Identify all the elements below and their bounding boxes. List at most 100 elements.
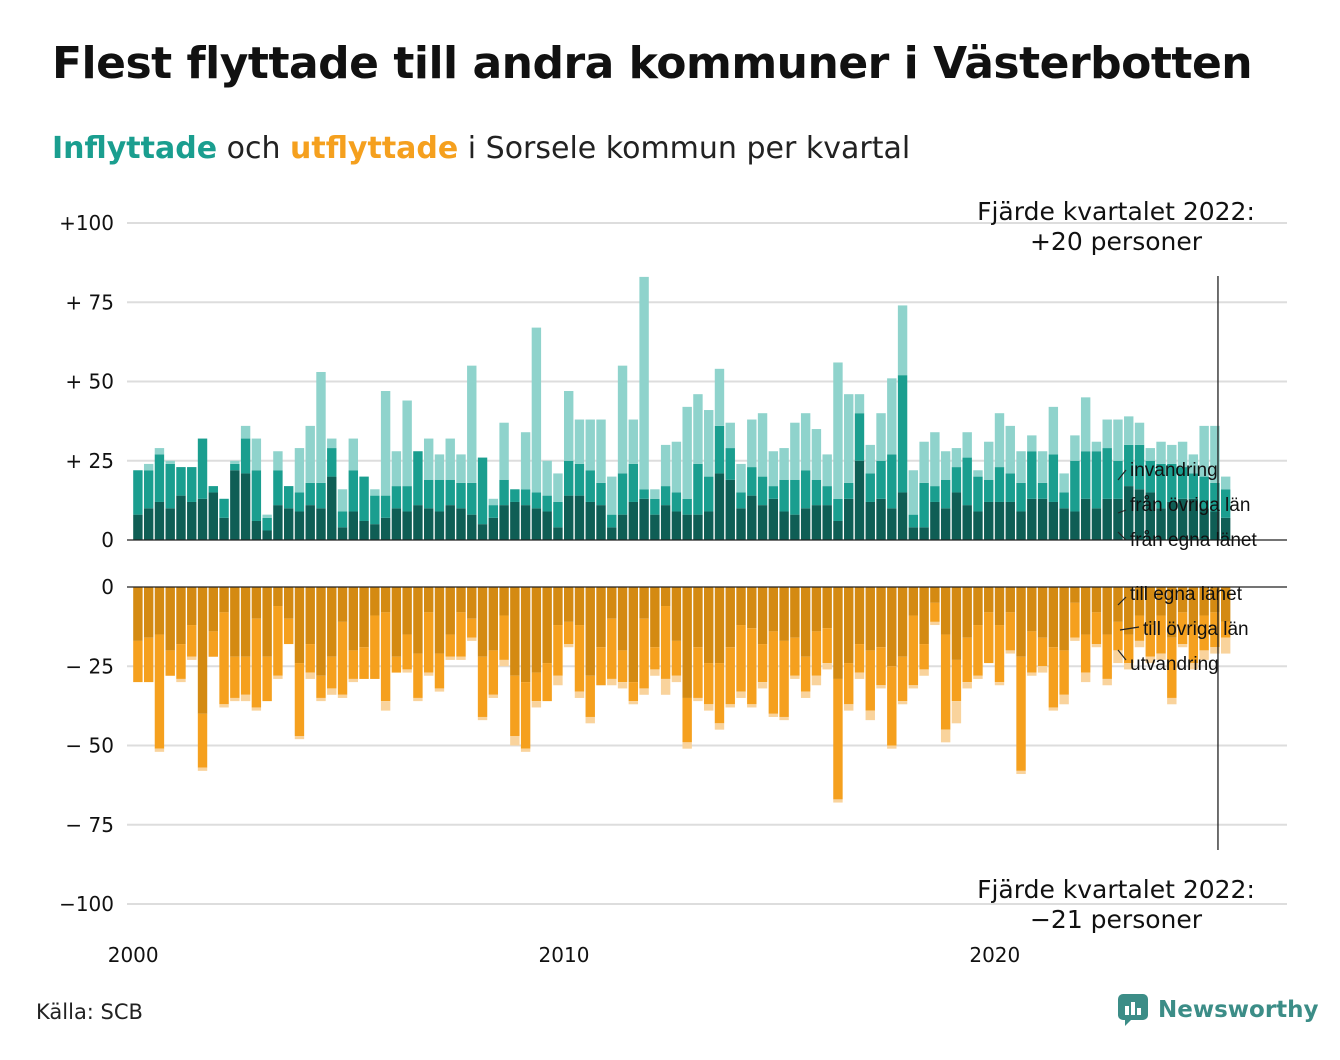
bar-out-2-74 (930, 621, 940, 626)
bar-in-1-49 (660, 486, 671, 506)
bar-in-0-51 (682, 514, 692, 540)
bar-in-0-40 (564, 495, 574, 540)
bar-in-1-61 (790, 479, 800, 515)
bar-out-1-68 (865, 650, 875, 711)
bar-out-2-49 (660, 678, 671, 695)
bar-out-1-98 (1188, 625, 1199, 664)
bar-in-0-58 (757, 505, 768, 540)
bar-out-0-81 (1005, 587, 1015, 613)
bar-in-1-19 (337, 511, 348, 528)
bar-in-0-89 (1091, 508, 1102, 540)
bar-in-0-100 (1210, 511, 1220, 540)
bar-in-1-98 (1188, 473, 1199, 499)
bar-in-0-71 (897, 492, 908, 540)
bar-in-0-75 (940, 508, 951, 540)
bar-in-2-37 (531, 327, 542, 493)
x-tick-0: 2000 (108, 943, 159, 967)
bar-out-1-46 (628, 682, 639, 702)
bar-out-1-87 (1070, 602, 1080, 638)
bar-out-1-7 (208, 631, 218, 657)
bar-in-1-5 (187, 467, 197, 502)
bar-in-2-97 (1177, 441, 1188, 468)
bar-out-0-67 (854, 587, 865, 645)
bar-out-1-75 (940, 634, 951, 730)
bar-in-0-36 (520, 505, 531, 540)
bar-out-2-96 (1167, 697, 1177, 705)
bar-in-0-62 (800, 508, 811, 540)
bar-in-1-52 (693, 463, 703, 515)
bar-in-0-76 (951, 492, 962, 540)
bar-out-0-30 (456, 587, 466, 613)
bar-out-0-4 (176, 587, 186, 645)
bar-out-2-99 (1199, 650, 1209, 660)
bar-out-2-63 (811, 675, 822, 686)
bar-in-1-11 (251, 470, 262, 521)
bar-out-0-84 (1037, 587, 1048, 638)
bar-out-0-5 (187, 587, 197, 626)
bar-in-1-100 (1210, 482, 1220, 512)
bar-in-1-2 (154, 454, 165, 502)
bar-out-0-19 (337, 587, 348, 622)
bar-out-1-73 (919, 644, 929, 670)
y-tick-bottom-2: − 50 (65, 734, 114, 758)
bar-in-0-14 (283, 508, 294, 540)
legend-in-label-2: från egna länet (1130, 530, 1257, 551)
bar-in-1-39 (553, 501, 563, 528)
bar-in-0-87 (1070, 511, 1080, 540)
bar-out-1-57 (747, 628, 757, 705)
legend-in-leader-2 (1117, 531, 1127, 541)
bar-out-1-6 (197, 713, 208, 768)
y-tick-bottom-3: − 75 (65, 813, 114, 837)
bar-out-2-65 (833, 799, 843, 803)
source-note: Källa: SCB (36, 1000, 143, 1024)
bar-out-0-53 (704, 587, 714, 664)
bar-out-2-39 (553, 675, 563, 686)
bar-out-1-44 (607, 618, 617, 679)
bar-out-0-55 (725, 587, 735, 648)
bar-out-2-31 (467, 637, 477, 641)
bar-out-2-73 (919, 669, 929, 676)
bar-in-1-58 (757, 476, 768, 506)
bar-out-2-51 (682, 742, 692, 749)
bar-in-2-94 (1145, 448, 1155, 461)
bar-out-2-53 (704, 704, 714, 711)
bar-in-1-7 (208, 486, 218, 493)
bar-in-2-12 (262, 514, 272, 518)
bar-in-2-91 (1113, 419, 1123, 461)
bar-in-2-2 (154, 448, 165, 455)
bar-out-0-96 (1167, 587, 1177, 638)
bar-in-0-15 (294, 511, 305, 540)
bar-in-0-18 (327, 476, 337, 540)
bar-in-2-41 (574, 419, 585, 464)
bar-out-0-50 (671, 587, 682, 641)
bar-out-1-90 (1102, 634, 1112, 679)
bar-out-0-25 (402, 587, 412, 635)
bar-in-1-13 (273, 470, 283, 506)
bar-out-1-3 (165, 650, 175, 676)
x-tick-1: 2010 (539, 943, 590, 967)
bar-out-2-9 (230, 697, 240, 702)
bar-out-0-20 (348, 587, 358, 651)
bar-out-1-24 (391, 656, 402, 673)
bar-in-0-24 (391, 508, 402, 540)
bar-in-2-63 (811, 429, 822, 480)
bar-in-1-55 (725, 448, 735, 480)
bar-out-0-82 (1016, 587, 1026, 657)
bar-in-1-81 (1005, 473, 1015, 502)
bar-in-1-35 (510, 489, 520, 502)
bar-in-1-94 (1145, 460, 1155, 493)
bar-out-0-58 (757, 587, 768, 645)
bar-in-0-1 (143, 508, 154, 540)
bar-out-2-71 (897, 701, 908, 705)
bar-in-1-53 (704, 476, 714, 512)
bar-out-1-95 (1156, 615, 1166, 654)
bar-out-0-98 (1188, 587, 1199, 626)
bar-in-2-20 (348, 438, 358, 471)
bar-out-1-101 (1220, 621, 1231, 638)
bar-out-2-85 (1048, 707, 1059, 711)
bar-in-1-17 (316, 482, 326, 509)
bar-in-0-80 (994, 501, 1005, 540)
bar-in-2-62 (800, 413, 811, 471)
bar-in-2-18 (327, 438, 337, 449)
bar-out-1-80 (994, 625, 1005, 683)
